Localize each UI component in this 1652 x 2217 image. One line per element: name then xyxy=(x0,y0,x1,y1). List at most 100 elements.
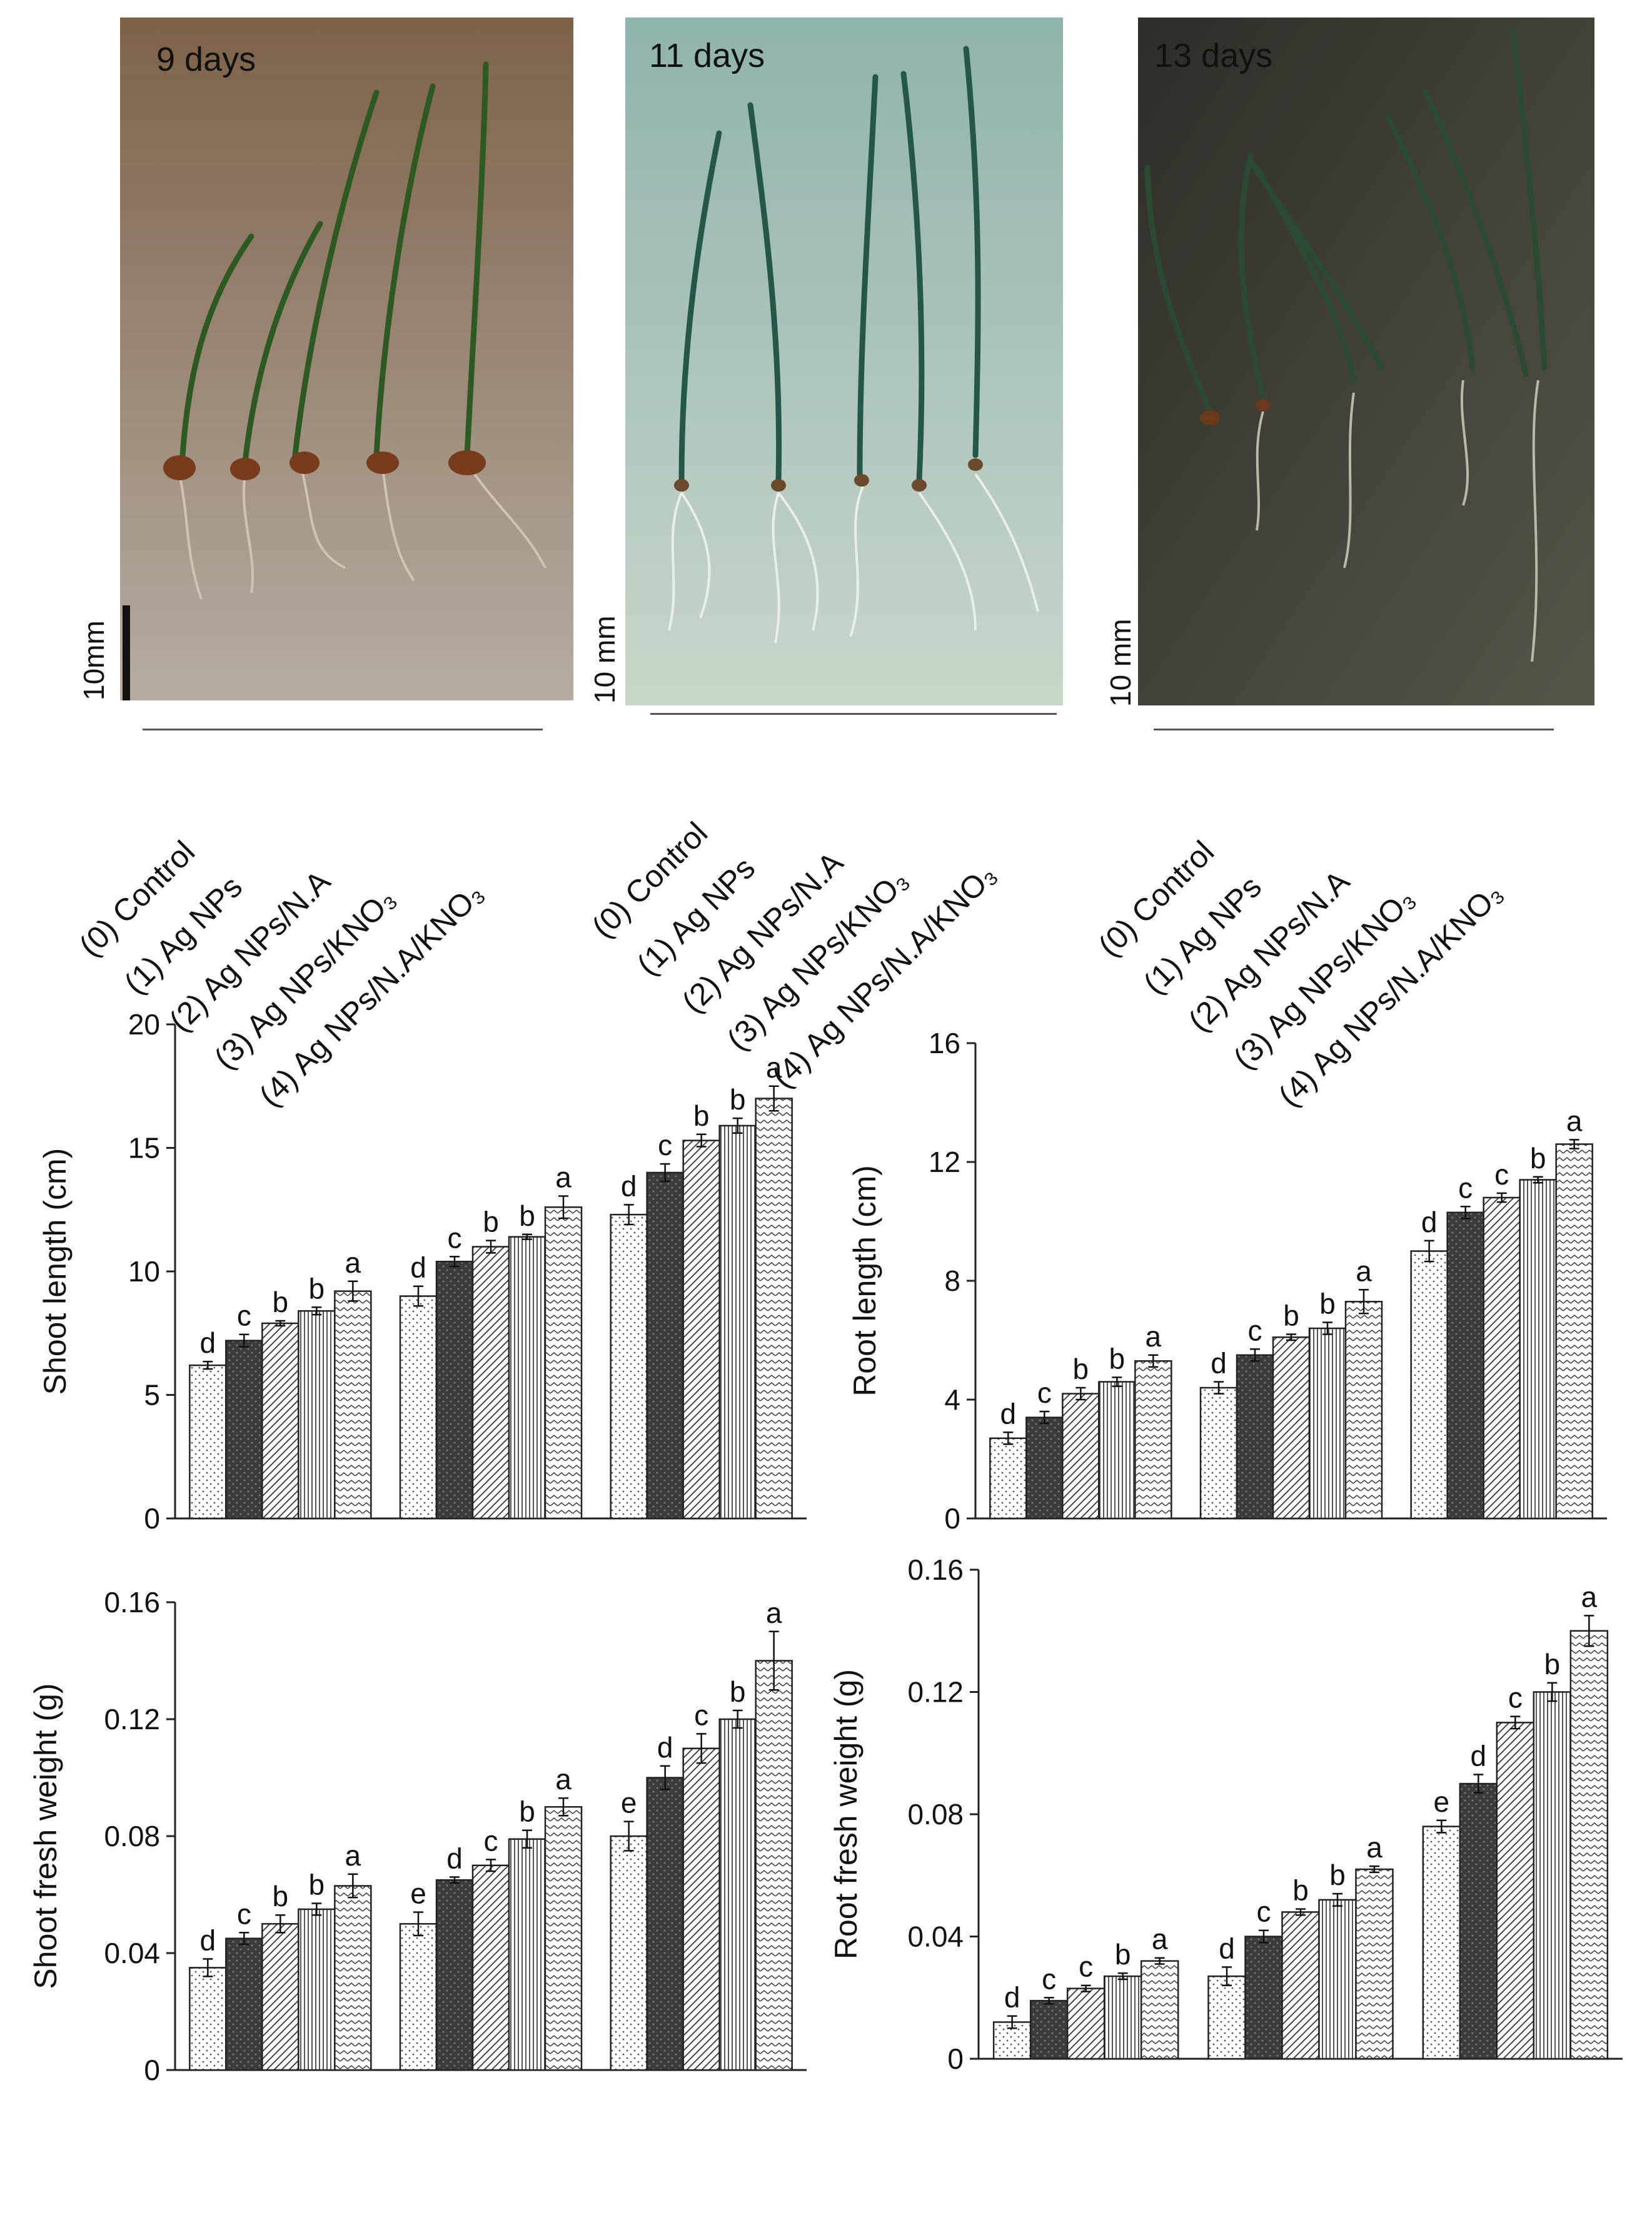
significance-letter: b xyxy=(1530,1142,1546,1174)
significance-letter: c xyxy=(658,1129,672,1161)
significance-letter: b xyxy=(483,1206,499,1238)
significance-letter: a xyxy=(766,1597,782,1629)
day-label-11: 11 days xyxy=(649,37,765,74)
significance-letter: a xyxy=(1146,1320,1162,1353)
bar xyxy=(1519,1179,1557,1520)
y-tick-label: 10 xyxy=(128,1255,160,1288)
significance-letter: c xyxy=(1508,1682,1523,1714)
bar xyxy=(1446,1211,1484,1520)
seedling-photo-9-days: 9 days xyxy=(120,18,573,700)
significance-letter: a xyxy=(766,1051,782,1084)
shoot-fresh-weight-chart: 0 0.04 0.08 0.12 0.16 Shoot fresh weight (g) d… xyxy=(25,1576,825,2214)
significance-letter: b xyxy=(1544,1648,1561,1680)
bar xyxy=(471,1864,510,2071)
seedling-illustration xyxy=(120,18,573,700)
significance-letter: b xyxy=(1283,1300,1299,1332)
treatment-rule-13 xyxy=(1154,729,1554,730)
scale-label-9: 10mm xyxy=(78,620,110,700)
significance-letter: b xyxy=(309,1272,325,1305)
y-axis-label: Shoot length (cm) xyxy=(38,1148,73,1395)
significance-letter: c xyxy=(484,1824,498,1857)
bar xyxy=(261,1923,300,2071)
y-tick-label: 0 xyxy=(144,1502,160,1535)
bar xyxy=(435,1260,474,1520)
significance-letter: b xyxy=(273,1880,289,1912)
significance-letter: c xyxy=(1494,1158,1509,1191)
seedling-photo-13-days: 13 days xyxy=(1138,18,1594,705)
bar xyxy=(508,1838,546,2071)
y-tick-label: 4 xyxy=(944,1383,960,1416)
bar xyxy=(1029,1999,1069,2060)
scale-label-11: 10 mm xyxy=(588,615,621,704)
bar xyxy=(610,1835,648,2071)
bar xyxy=(1066,1987,1106,2060)
significance-letter: b xyxy=(1319,1288,1336,1320)
bar xyxy=(189,1967,227,2071)
significance-letter: b xyxy=(1115,1938,1131,1971)
treatment-rule-9 xyxy=(143,729,543,730)
significance-letter: d xyxy=(200,1924,216,1956)
significance-letter: c xyxy=(1079,1951,1093,1983)
bar xyxy=(1533,1691,1572,2060)
bar xyxy=(298,1908,336,2071)
bar xyxy=(682,1747,720,2071)
bar xyxy=(1098,1381,1136,1520)
significance-letter: b xyxy=(309,1869,325,1901)
bar xyxy=(399,1923,438,2071)
y-tick-label: 0 xyxy=(947,2043,964,2075)
significance-letter: d xyxy=(200,1326,216,1359)
bar xyxy=(261,1322,300,1520)
significance-letter: e xyxy=(1434,1785,1450,1818)
bar xyxy=(1355,1868,1394,2060)
seedling-illustration xyxy=(1138,18,1594,705)
significance-letter: d xyxy=(657,1731,673,1764)
y-tick-label: 0.16 xyxy=(907,1553,964,1586)
bar xyxy=(1555,1143,1593,1520)
significance-letter: c xyxy=(1248,1314,1262,1346)
bar xyxy=(1496,1722,1535,2060)
significance-letter: c xyxy=(694,1699,708,1731)
bar xyxy=(646,1171,684,1520)
treatment-rule-11 xyxy=(650,713,1057,715)
significance-letter: a xyxy=(1356,1255,1372,1287)
bar xyxy=(1569,1630,1609,2060)
y-tick-label: 0.08 xyxy=(104,1820,160,1852)
y-tick-label: 0.12 xyxy=(907,1676,964,1709)
y-tick-label: 0 xyxy=(144,2054,160,2086)
bar xyxy=(718,1124,757,1520)
significance-letter: a xyxy=(1152,1923,1168,1956)
significance-letter: d xyxy=(621,1169,637,1202)
bar xyxy=(399,1295,438,1520)
bar xyxy=(682,1139,720,1520)
y-tick-label: 15 xyxy=(128,1132,160,1164)
significance-letter: c xyxy=(237,1300,251,1332)
y-tick-label: 16 xyxy=(929,1027,960,1059)
bar xyxy=(1062,1393,1100,1520)
y-tick-label: 0.08 xyxy=(907,1798,964,1831)
y-axis-label: Shoot fresh weight (g) xyxy=(28,1683,63,1989)
significance-letter: d xyxy=(1219,1932,1235,1964)
significance-letter: e xyxy=(621,1787,637,1819)
bar xyxy=(1244,1936,1283,2060)
bar xyxy=(225,1340,263,1520)
significance-letter: b xyxy=(693,1099,710,1132)
shoot-length-chart: 0 5 10 15 20 Shoot length (cm) d c b b a d c b b a d c b b a xyxy=(25,1008,825,1545)
y-axis-label: Root fresh weight (g) xyxy=(829,1669,864,1959)
bar xyxy=(1281,1911,1320,2060)
bar xyxy=(1459,1782,1498,2060)
significance-letter: b xyxy=(1109,1342,1126,1375)
bar xyxy=(1344,1301,1383,1520)
significance-letter: b xyxy=(1073,1353,1089,1385)
seedling-illustration xyxy=(625,18,1063,705)
significance-letter: c xyxy=(448,1221,462,1254)
bar xyxy=(435,1879,474,2071)
shoot-fresh-weight-plot: 0 0.04 0.08 0.12 0.16 Shoot fresh weight (g) d… xyxy=(28,1586,807,2086)
significance-letter: a xyxy=(1566,1104,1583,1137)
significance-letter: d xyxy=(446,1842,463,1874)
root-length-chart: 0 4 8 12 16 Root length (cm) d c b b a d c b b a d c c b a xyxy=(847,1013,1638,1545)
significance-letter: b xyxy=(730,1675,746,1708)
significance-letter: b xyxy=(1329,1859,1346,1891)
y-tick-label: 0.12 xyxy=(104,1703,160,1735)
y-tick-label: 0 xyxy=(944,1502,960,1535)
